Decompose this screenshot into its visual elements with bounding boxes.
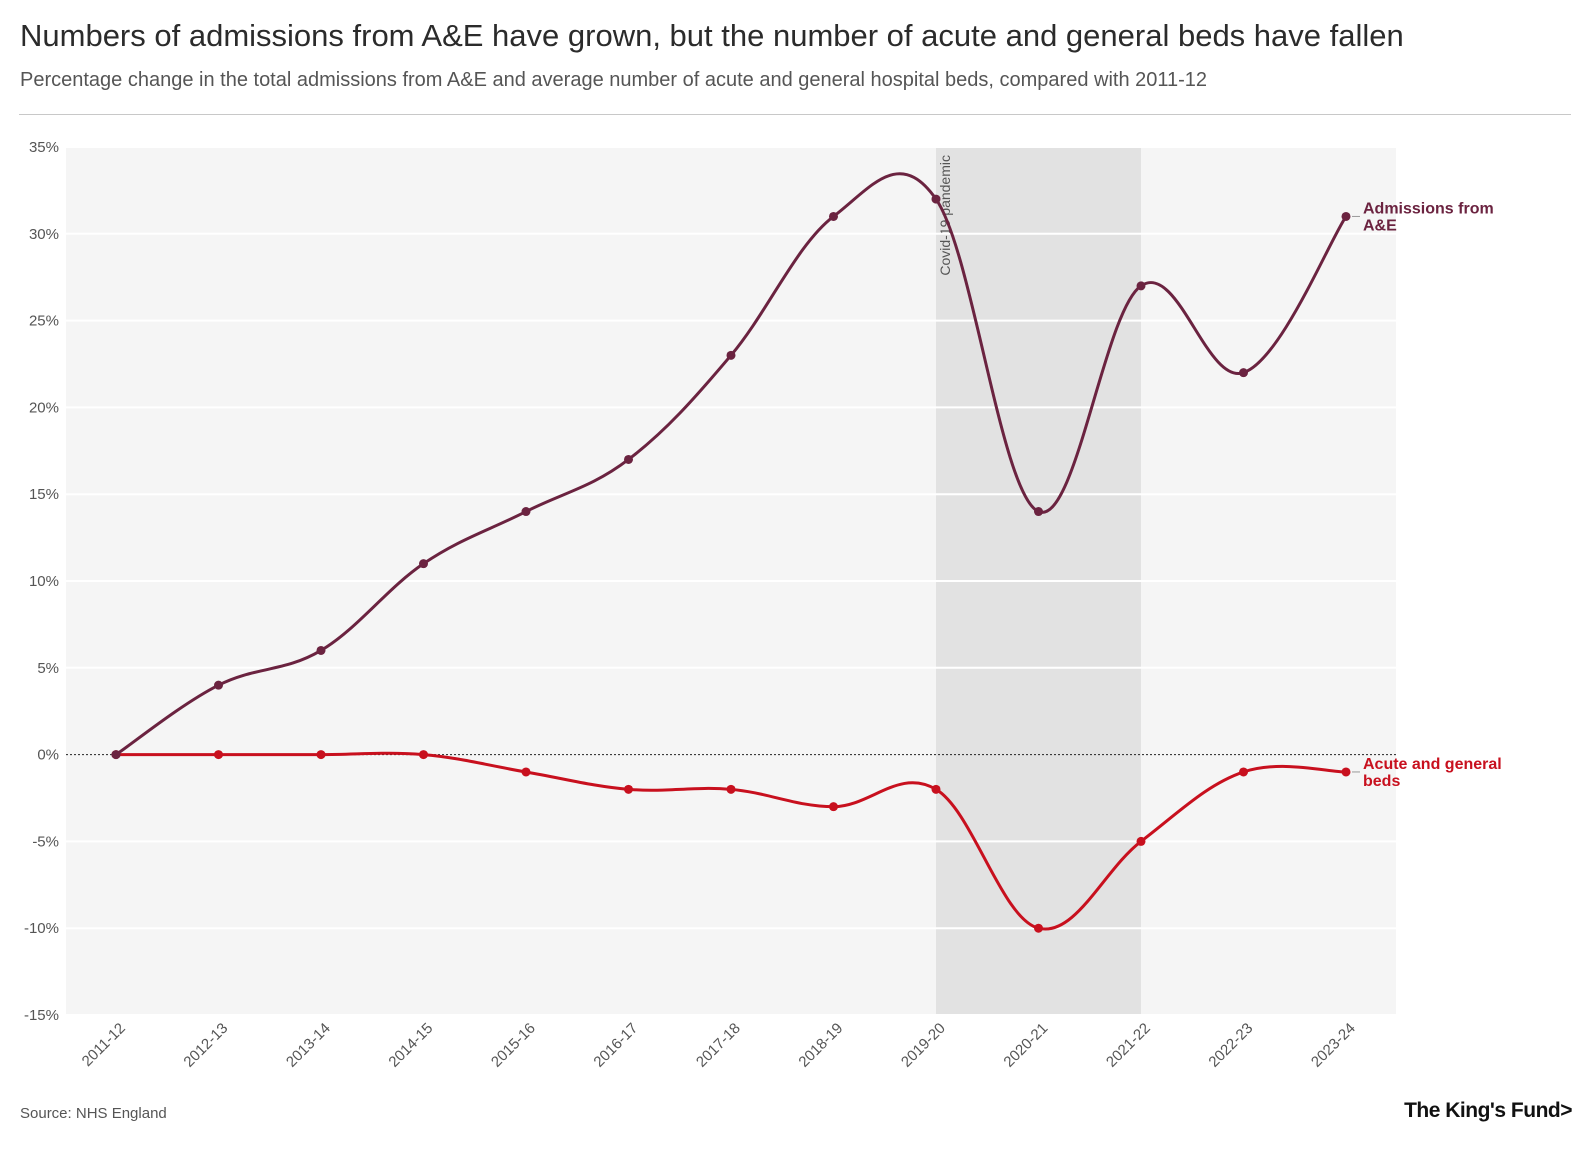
data-point — [521, 507, 531, 517]
data-point — [726, 784, 736, 794]
source-note: Source: NHS England — [20, 1105, 167, 1122]
data-point — [624, 454, 633, 464]
y-tick-label: 25% — [29, 313, 59, 330]
y-tick-label: -15% — [24, 1007, 59, 1024]
y-tick-label: 35% — [29, 139, 59, 156]
series-label: A&E — [1363, 217, 1397, 234]
data-point — [726, 350, 736, 360]
series-label: beds — [1363, 773, 1400, 790]
x-tick-label: 2017-18 — [693, 1020, 744, 1071]
x-tick-label: 2015-16 — [488, 1020, 539, 1071]
x-tick-label: 2011-12 — [79, 1020, 129, 1070]
data-point — [931, 784, 941, 794]
chart-title: Numbers of admissions from A&E have grow… — [20, 18, 1404, 53]
y-tick-label: 15% — [29, 486, 59, 503]
x-tick-label: 2020-21 — [1000, 1020, 1051, 1071]
x-tick-label: 2022-23 — [1205, 1020, 1256, 1071]
data-point — [1034, 507, 1043, 517]
x-tick-label: 2014-15 — [385, 1020, 436, 1071]
y-tick-label: 10% — [29, 573, 59, 590]
data-point — [1136, 281, 1146, 291]
data-point — [1341, 767, 1351, 777]
data-point — [521, 767, 531, 777]
data-point — [1239, 767, 1248, 777]
x-tick-label: 2013-14 — [283, 1020, 334, 1071]
y-tick-label: 5% — [37, 660, 59, 677]
series-label: Acute and general — [1363, 756, 1502, 773]
data-point — [1239, 368, 1248, 378]
y-tick-label: -10% — [24, 920, 59, 937]
data-point — [624, 784, 633, 794]
data-point — [419, 750, 428, 760]
data-point — [214, 680, 223, 690]
data-point — [829, 211, 838, 221]
x-tick-label: 2021-22 — [1103, 1020, 1154, 1071]
header-divider — [19, 114, 1571, 115]
data-point — [111, 750, 121, 760]
x-tick-label: 2023-24 — [1308, 1020, 1359, 1071]
data-point — [316, 750, 326, 760]
chart-subtitle: Percentage change in the total admission… — [20, 69, 1208, 91]
x-tick-label: 2012-13 — [180, 1020, 231, 1071]
data-point — [419, 559, 428, 569]
y-tick-label: -5% — [32, 833, 59, 850]
data-point — [829, 802, 838, 812]
data-point — [1136, 836, 1146, 846]
data-point — [1034, 923, 1043, 933]
x-tick-label: 2018-19 — [795, 1020, 846, 1071]
x-tick-label: 2019-20 — [898, 1020, 949, 1071]
y-tick-label: 30% — [29, 226, 59, 243]
series-line — [115, 172, 1348, 756]
series-label: Admissions from — [1363, 200, 1494, 217]
data-point — [931, 194, 941, 204]
y-tick-label: 0% — [37, 747, 59, 764]
y-tick-label: 20% — [29, 399, 59, 416]
x-tick-label: 2016-17 — [590, 1020, 641, 1071]
kings-fund-logo: The King's Fund> — [1404, 1099, 1572, 1122]
data-point — [1341, 211, 1351, 221]
data-point — [214, 750, 223, 760]
data-point — [316, 645, 326, 655]
